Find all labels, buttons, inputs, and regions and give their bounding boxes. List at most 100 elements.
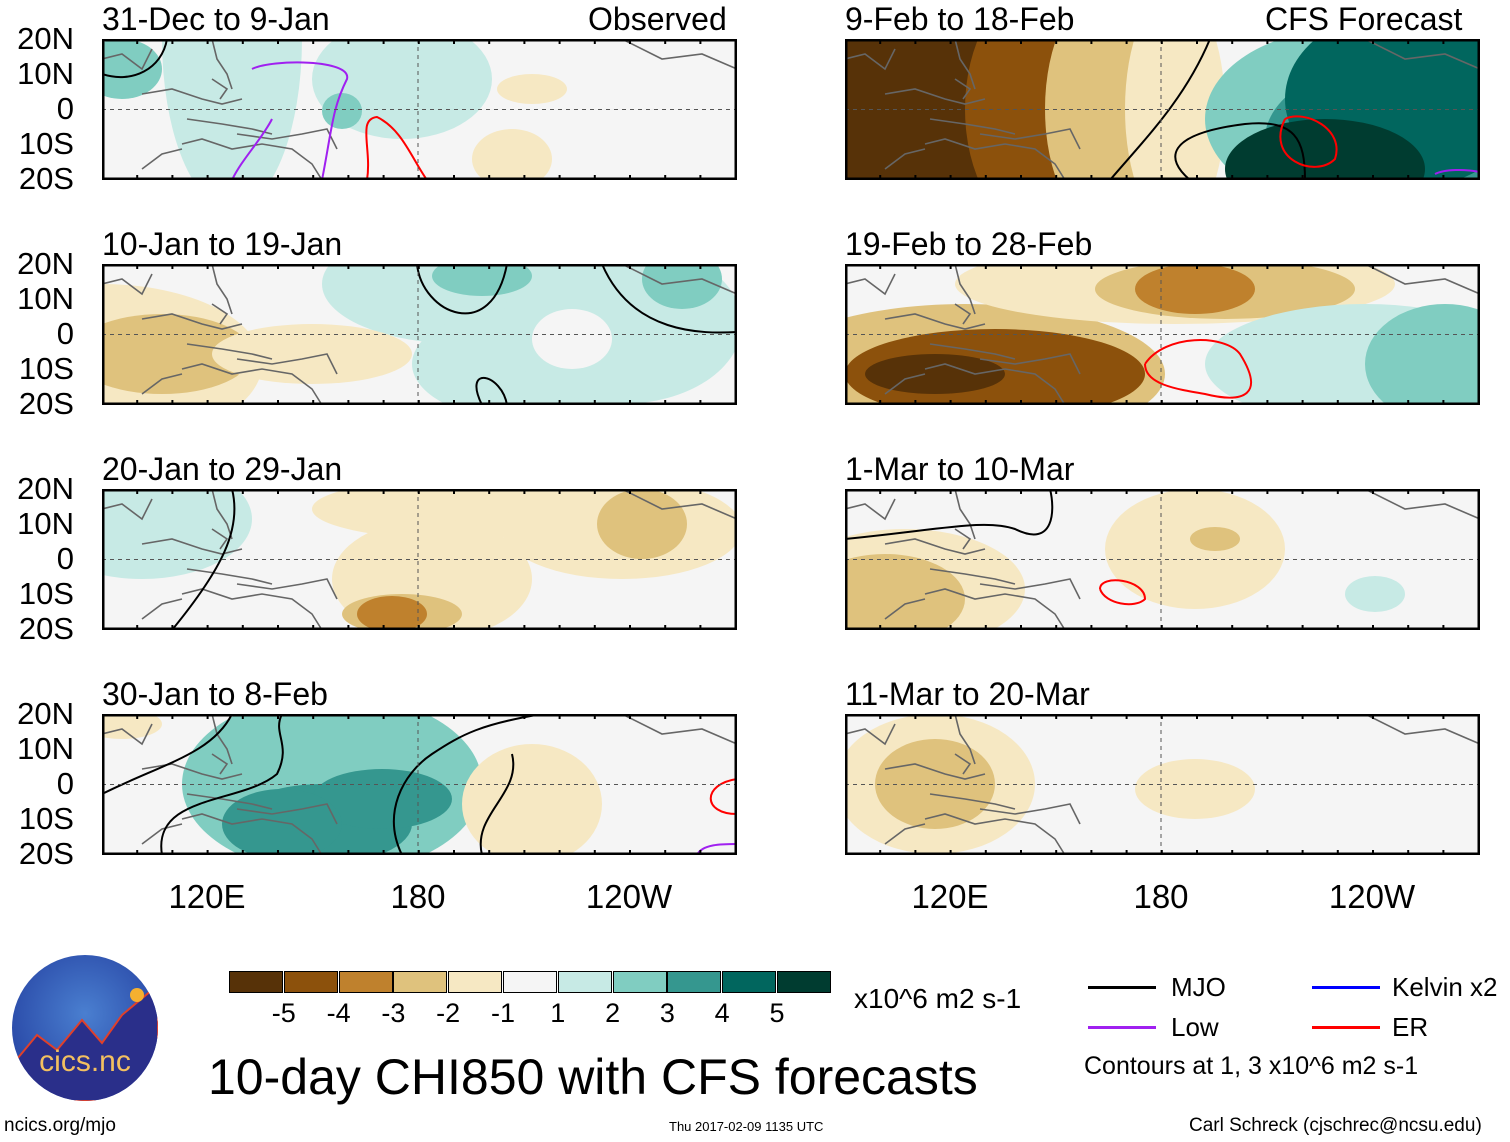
lat-tick-label: 20S: [18, 386, 74, 421]
cics-logo: cics.nc: [12, 955, 158, 1101]
coastline: [621, 264, 737, 295]
colorbar-swatch: [612, 971, 667, 993]
cfs-forecast-label: CFS Forecast: [1265, 1, 1463, 37]
contour-line: [1144, 339, 1252, 399]
colorbar-swatch: [777, 971, 831, 993]
lat-tick-label: 20N: [17, 696, 74, 731]
contour-line: [1099, 579, 1147, 606]
anomaly-region: [1365, 304, 1480, 405]
lat-tick-label: 10S: [18, 351, 74, 386]
colorbar-label: 5: [769, 998, 785, 1028]
map-panel-2: [102, 264, 737, 405]
colorbar-swatch: [229, 971, 283, 993]
coastline: [1364, 489, 1480, 520]
contour-line: [709, 778, 737, 815]
anomaly-region: [845, 554, 965, 630]
colorbar-label: -2: [436, 998, 461, 1028]
anomaly-region: [1135, 264, 1255, 314]
legend-label-low: Low: [1171, 1012, 1219, 1042]
lat-tick-label: 20N: [17, 21, 74, 56]
legend-line-er: [1312, 1026, 1380, 1029]
figure-title: 10-day CHI850 with CFS forecasts: [208, 1049, 978, 1105]
colorbar-swatch: [393, 971, 448, 993]
panel-title: 11-Mar to 20-Mar: [845, 676, 1090, 712]
map-panel-5: [845, 39, 1480, 180]
anomaly-region: [642, 264, 722, 309]
footer-url: ncics.org/mjo: [4, 1115, 116, 1136]
anomaly-region: [322, 93, 362, 129]
anomaly-region: [1105, 489, 1285, 609]
contour-line: [416, 264, 737, 405]
coastline: [102, 39, 338, 180]
anomaly-region: [497, 74, 567, 104]
colorbar-label: 2: [605, 998, 621, 1028]
lat-tick-label: 20N: [17, 246, 74, 281]
logo-mountains: [12, 983, 158, 1101]
lat-tick-label: 0: [56, 766, 74, 801]
panel-title: 20-Jan to 29-Jan: [102, 451, 343, 487]
anomaly-region: [1345, 576, 1405, 612]
map-panel-7: [845, 489, 1480, 630]
lon-tick-label: 180: [1133, 878, 1189, 915]
legend-line-low: [1088, 1026, 1156, 1029]
coastline: [102, 264, 338, 405]
coastline: [621, 489, 737, 520]
coastline: [621, 714, 737, 745]
colorbar-swatch: [503, 971, 557, 993]
contour-line: [365, 115, 428, 180]
colorbar-swatch: [448, 971, 503, 993]
contour-line: [1434, 168, 1480, 175]
coastline: [1364, 264, 1480, 295]
anomaly-region: [212, 324, 412, 384]
lat-tick-label: 20S: [18, 161, 74, 196]
colorbar-label: -1: [490, 998, 515, 1028]
lat-tick-label: 10N: [17, 506, 74, 541]
legend-line-mjo: [1088, 986, 1156, 989]
colorbar-label: 1: [550, 998, 566, 1028]
map-panel-1: [102, 39, 737, 180]
footer-author: Carl Schreck (cjschrec@ncsu.edu): [1189, 1115, 1482, 1136]
lat-tick-label: 20N: [17, 471, 74, 506]
map-panel-6: [845, 264, 1480, 405]
coastline: [102, 489, 338, 630]
coastline: [102, 714, 338, 855]
coastline: [845, 714, 1081, 855]
lat-tick-label: 0: [56, 91, 74, 126]
logo-text: cics.nc: [39, 1045, 131, 1078]
contour-line: [1279, 115, 1338, 168]
lon-tick-label: 120E: [911, 878, 989, 915]
colorbar-units: x10^6 m2 s-1: [854, 983, 1022, 1014]
lat-tick-label: 0: [56, 541, 74, 576]
coastline: [845, 489, 1081, 630]
lat-tick-label: 10S: [18, 126, 74, 161]
panel-title: 9-Feb to 18-Feb: [845, 1, 1075, 37]
legend-label-mjo: MJO: [1171, 972, 1226, 1002]
lat-tick-label: 10S: [18, 576, 74, 611]
anomaly-region: [462, 744, 602, 855]
contour-line: [845, 489, 1054, 540]
panel-title: 30-Jan to 8-Feb: [102, 676, 328, 712]
colorbar-swatch: [283, 971, 338, 993]
coastline: [621, 39, 737, 70]
lon-tick-label: 120W: [585, 878, 673, 915]
observed-label: Observed: [588, 1, 727, 37]
map-panel-3: [102, 489, 737, 630]
colorbar-label: 4: [714, 998, 730, 1028]
contour-line: [102, 39, 168, 79]
anomaly-region: [432, 264, 532, 296]
panel-title: 31-Dec to 9-Jan: [102, 1, 330, 37]
anomaly-region: [357, 596, 427, 630]
contour-line: [171, 489, 236, 630]
anomaly-region: [102, 489, 252, 579]
lat-tick-label: 0: [56, 316, 74, 351]
anomaly-region: [102, 39, 162, 99]
colorbar-swatch: [338, 971, 393, 993]
panel-title: 19-Feb to 28-Feb: [845, 226, 1093, 262]
coastline: [845, 264, 1081, 405]
anomaly-region: [1225, 119, 1425, 180]
coastline: [1364, 714, 1480, 745]
colorbar-label: -4: [326, 998, 351, 1028]
anomaly-region: [532, 309, 612, 369]
anomaly-region: [1135, 759, 1255, 819]
colorbar-swatch: [667, 971, 722, 993]
